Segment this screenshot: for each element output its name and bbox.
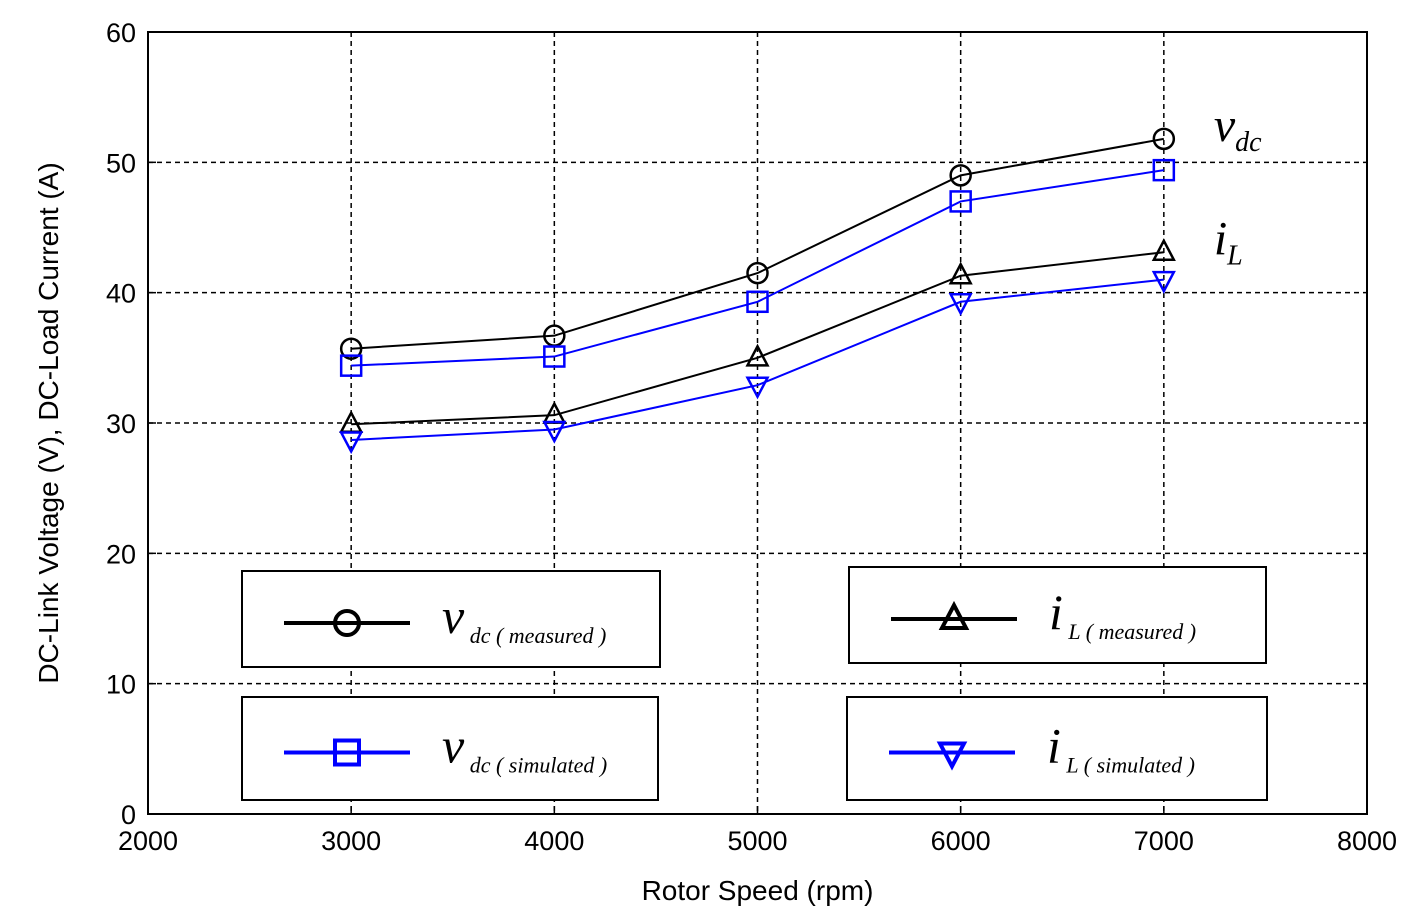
legend-label: v dc ( simulated )	[442, 718, 607, 778]
legend-box	[241, 570, 661, 668]
data-point	[1152, 127, 1176, 151]
data-point	[948, 261, 973, 285]
legend-marker	[938, 600, 970, 630]
data-point	[948, 293, 973, 316]
y-axis-label: DC-Link Voltage (V), DC-Load Current (A)	[33, 162, 64, 683]
legend-label: i L ( measured )	[1049, 584, 1196, 644]
x-tick-label: 3000	[321, 826, 381, 856]
data-point	[339, 337, 363, 360]
series-3	[339, 270, 1176, 455]
legend-box	[848, 566, 1267, 664]
data-point	[543, 345, 566, 368]
x-tick-label: 6000	[931, 826, 991, 856]
legend-label: i L ( simulated )	[1047, 718, 1195, 778]
y-tick-label: 60	[106, 18, 136, 48]
x-axis-label: Rotor Speed (rpm)	[642, 875, 874, 906]
data-point	[949, 190, 972, 213]
legend-entry: i L ( measured )	[848, 566, 1267, 664]
legend-entry: v dc ( simulated )	[241, 696, 659, 801]
x-tick-label: 5000	[727, 826, 787, 856]
y-tick-label: 10	[106, 670, 136, 700]
data-point	[745, 376, 770, 400]
legend-box	[846, 696, 1268, 801]
y-tick-label: 50	[106, 148, 136, 178]
series-line	[351, 251, 1164, 426]
x-tick-label: 8000	[1337, 826, 1397, 856]
legend-label: v dc ( measured )	[442, 588, 606, 648]
data-point	[339, 354, 363, 377]
legend-marker	[333, 609, 361, 637]
data-point	[339, 431, 364, 455]
series-line	[351, 137, 1165, 350]
annotations: vdc iL	[1214, 99, 1262, 271]
y-tick-label: 0	[121, 800, 136, 830]
data-point	[1151, 238, 1176, 262]
y-tick-label: 40	[106, 279, 136, 309]
grid	[148, 32, 1367, 814]
data-point	[745, 343, 770, 367]
data-point	[1151, 270, 1176, 294]
data-point	[542, 420, 567, 444]
series-line	[351, 278, 1164, 441]
legend: v dc ( measured ) i L ( measured ) v dc ( …	[241, 566, 1268, 801]
curve-label: vdc	[1214, 99, 1262, 158]
y-tick-label: 30	[106, 409, 136, 439]
data-point	[746, 290, 769, 314]
data-point	[949, 164, 972, 187]
axis-ticks: 2000 3000 4000 5000 6000 7000 8000 0 10 20 30 40 50 6…	[106, 18, 1397, 856]
x-tick-label: 7000	[1134, 826, 1194, 856]
x-tick-label: 2000	[118, 826, 178, 856]
series-line	[351, 169, 1164, 367]
x-tick-label: 4000	[524, 826, 584, 856]
data-point	[746, 261, 769, 285]
y-tick-label: 20	[106, 539, 136, 569]
series-0	[339, 127, 1176, 360]
series-1	[339, 158, 1176, 377]
legend-entry: i L ( simulated )	[846, 696, 1268, 801]
legend-box	[241, 696, 659, 801]
series	[339, 127, 1176, 455]
legend-marker	[936, 741, 968, 771]
legend-entry: v dc ( measured )	[241, 570, 661, 668]
curve-label: iL	[1214, 212, 1243, 271]
legend-marker	[333, 738, 361, 767]
data-point	[1152, 158, 1176, 182]
